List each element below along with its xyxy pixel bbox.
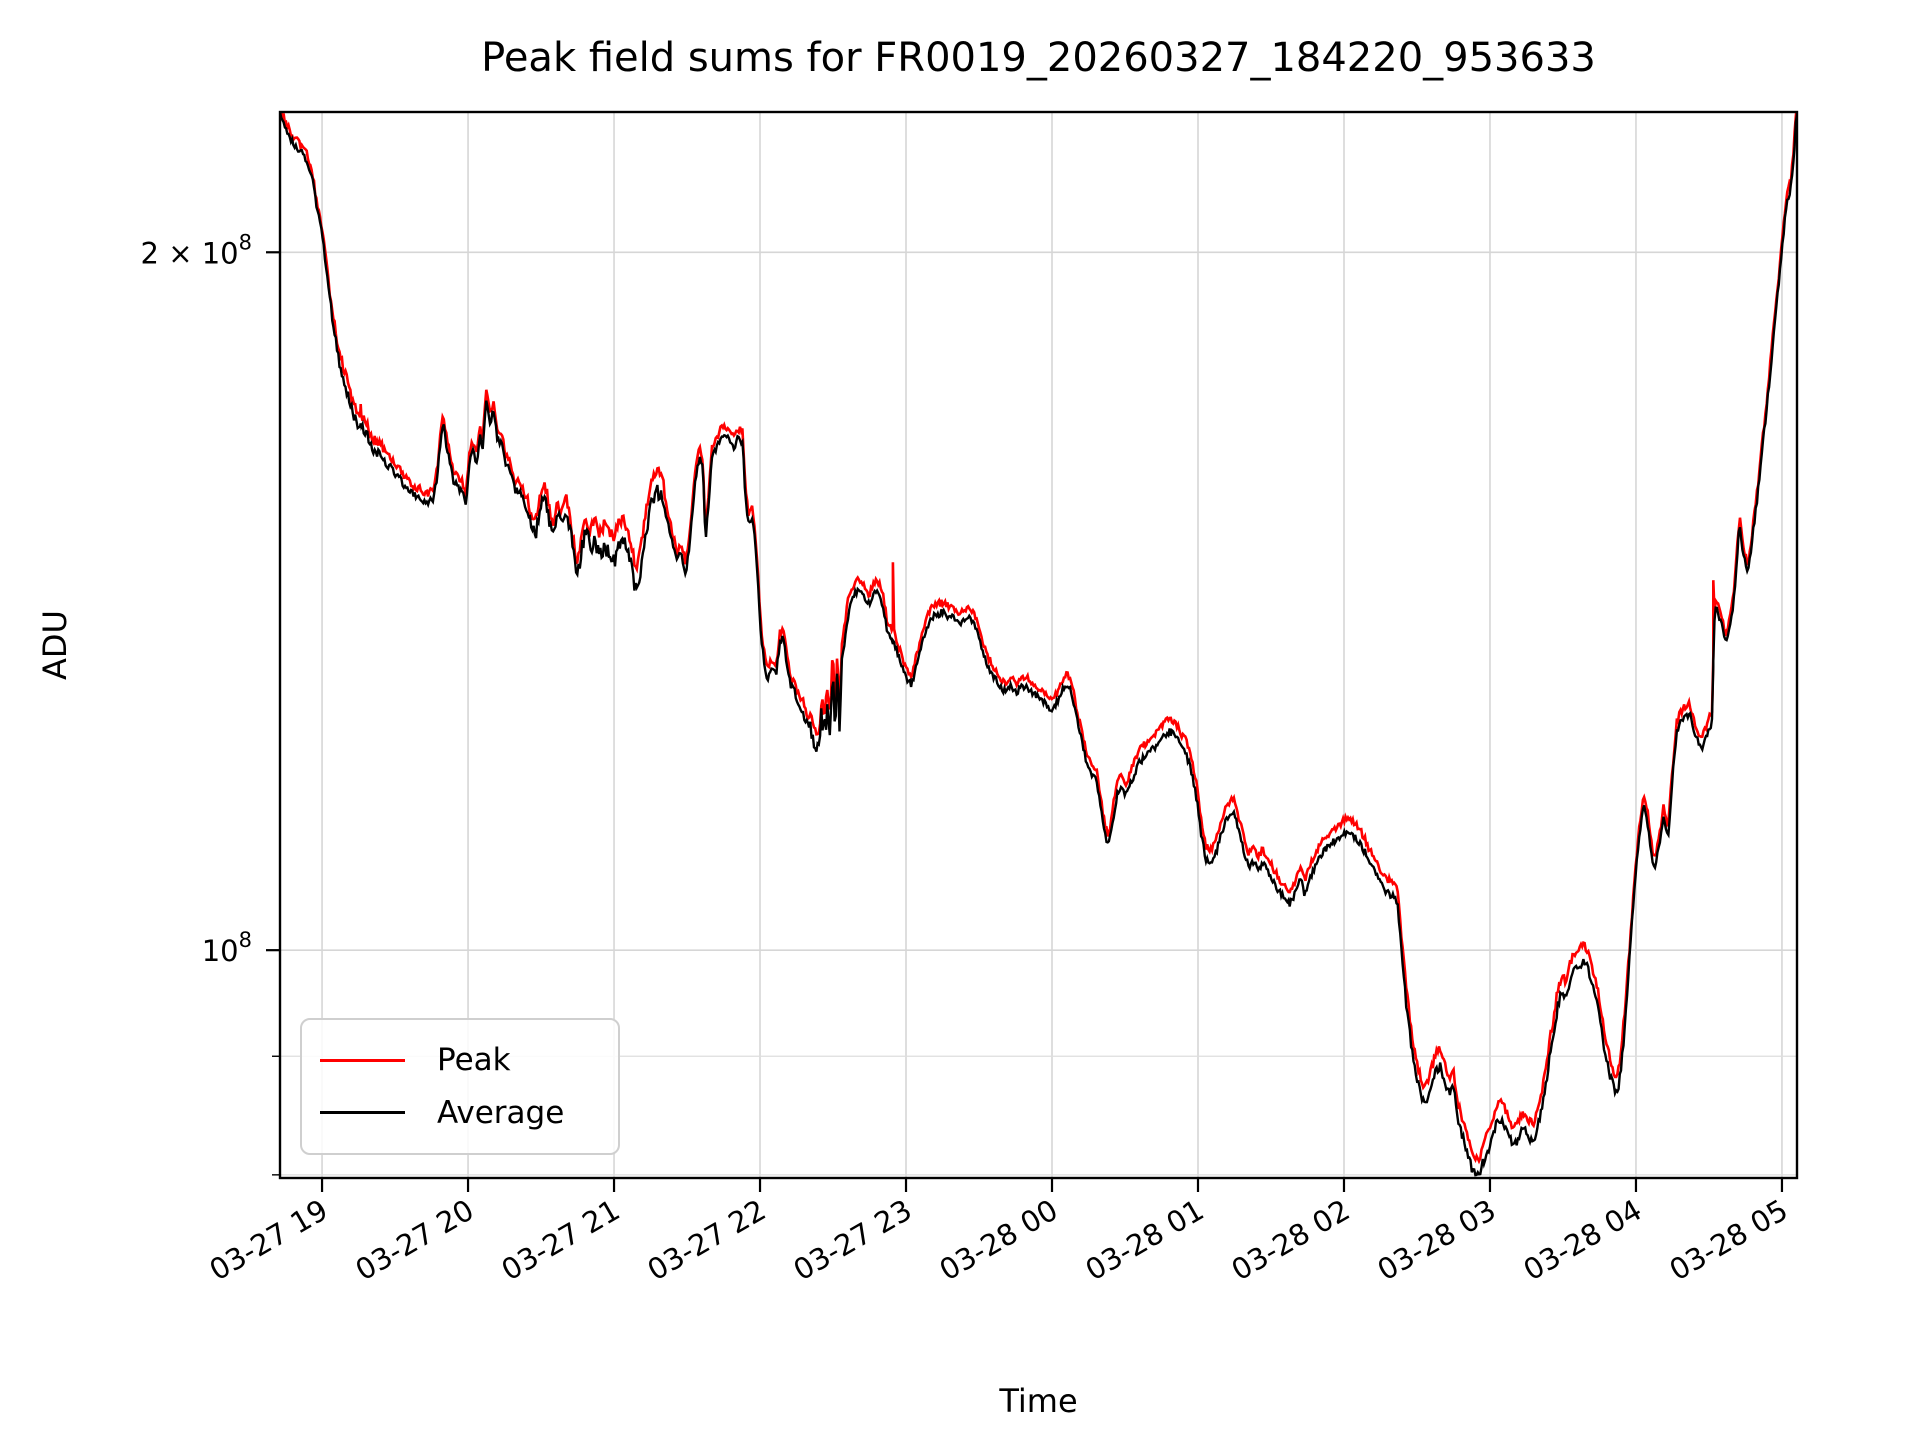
x-tick-label: 03-27 23 <box>788 1193 918 1288</box>
legend-item-peak: Peak <box>320 1042 600 1078</box>
legend: Peak Average <box>300 1018 620 1155</box>
x-tick-label: 03-27 22 <box>642 1193 772 1288</box>
x-tick-label: 03-28 02 <box>1226 1193 1356 1288</box>
peak-line-sample <box>320 1058 405 1062</box>
x-tick-label: 03-27 20 <box>350 1193 480 1288</box>
x-tick-label: 03-28 03 <box>1372 1193 1502 1288</box>
y-tick-label: 108 <box>202 928 252 968</box>
tick-marks <box>266 251 1784 1192</box>
x-tick-label: 03-28 05 <box>1664 1193 1794 1288</box>
x-tick-label: 03-28 00 <box>934 1193 1064 1288</box>
legend-label-average: Average <box>437 1094 565 1131</box>
peak-series-line <box>280 112 1797 1165</box>
x-tick-label: 03-27 19 <box>204 1193 334 1288</box>
chart-title: Peak field sums for FR0019_20260327_1842… <box>481 35 1596 81</box>
grid-lines <box>280 112 1797 1178</box>
average-line-sample <box>320 1111 405 1115</box>
x-tick-label: 03-28 04 <box>1518 1193 1648 1288</box>
x-axis-label: Time <box>999 1382 1078 1420</box>
legend-item-average: Average <box>320 1095 600 1131</box>
x-tick-label: 03-27 21 <box>496 1193 626 1288</box>
average-series-line <box>280 112 1797 1177</box>
legend-label-peak: Peak <box>437 1042 511 1079</box>
axes-spines <box>278 110 1799 1180</box>
x-tick-label: 03-28 01 <box>1080 1193 1210 1288</box>
y-tick-label: 2 × 108 <box>141 230 252 270</box>
